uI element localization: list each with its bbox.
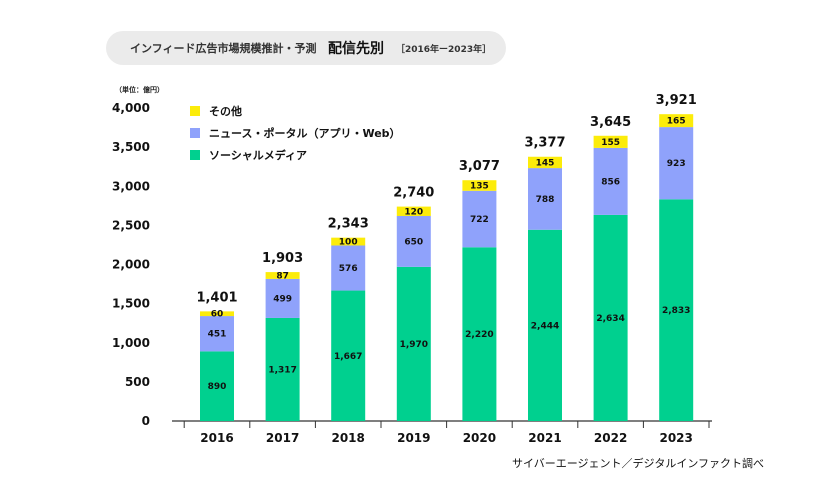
x-category-label: 2022: [594, 431, 627, 445]
legend-label-news: ニュース・ポータル（アプリ・Web）: [209, 126, 401, 140]
y-tick-label: 3,000: [112, 179, 150, 193]
bar-value-label: 155: [601, 138, 620, 148]
x-category-label: 2021: [528, 431, 561, 445]
bar-value-label: 923: [667, 159, 686, 169]
chart-subtitle: インフィード広告市場規模推計・予測: [130, 42, 317, 55]
bar-segment-social: [396, 266, 431, 421]
bar-segment-social: [331, 290, 366, 421]
bar-total-label: 2,343: [328, 217, 369, 232]
bar-value-label: 135: [470, 182, 489, 192]
bar-value-label: 722: [470, 215, 489, 225]
bar-segment-news: [593, 147, 628, 215]
bar-value-label: 499: [273, 294, 292, 304]
bar-segment-other: [331, 237, 366, 246]
x-category-label: 2019: [397, 431, 430, 445]
bar-segment-other: [200, 311, 234, 317]
bar-total-label: 2,740: [393, 186, 434, 201]
x-category-label: 2016: [200, 431, 233, 445]
legend-swatch-other: [190, 106, 200, 116]
bar-value-label: 576: [339, 264, 358, 274]
y-tick-label: 4,000: [112, 101, 150, 115]
bar-segment-news: [331, 245, 366, 291]
x-category-label: 2018: [331, 431, 364, 445]
bar-segment-social: [462, 247, 497, 421]
x-category-label: 2023: [659, 431, 692, 445]
bar-segment-other: [396, 206, 431, 216]
y-tick-label: 1,500: [112, 297, 150, 311]
legend-label-social: ソーシャルメディア: [209, 148, 307, 162]
bar-value-label: 1,970: [400, 340, 428, 350]
bar-value-label: 451: [208, 330, 227, 340]
bar-total-label: 3,645: [590, 115, 631, 130]
chart-year-range: ［2016年ー2023年］: [396, 44, 492, 55]
bar-total-label: 3,921: [656, 93, 697, 108]
chart-title: 配信先別: [328, 41, 384, 57]
legend-label-other: その他: [209, 104, 242, 118]
y-tick-label: 2,000: [112, 258, 150, 272]
legend-swatch-news: [190, 128, 200, 138]
bar-total-label: 1,903: [262, 251, 303, 266]
bar-value-label: 100: [339, 238, 358, 248]
bar-segment-news: [462, 190, 497, 248]
x-category-label: 2020: [463, 431, 496, 445]
bar-segment-news: [200, 316, 234, 352]
bar-segment-social: [528, 229, 562, 421]
bar-segment-news: [396, 215, 431, 267]
y-tick-label: 500: [125, 375, 150, 389]
x-category-label: 2017: [266, 431, 299, 445]
bar-segment-other: [265, 272, 300, 279]
bar-total-label: 3,377: [524, 136, 565, 151]
bar-segment-other: [462, 180, 497, 191]
legend-swatch-social: [190, 150, 200, 160]
bar-segment-social: [593, 214, 628, 421]
bar-value-label: 650: [404, 237, 423, 247]
bar-value-label: 1,667: [334, 352, 362, 362]
bar-segment-social: [200, 351, 234, 421]
bar-value-label: 165: [667, 117, 686, 127]
y-tick-label: 2,500: [112, 218, 150, 232]
bar-value-label: 788: [536, 195, 555, 205]
source-note: サイバーエージェント／デジタルインファクト調べ: [511, 457, 764, 470]
bar-value-label: 2,444: [531, 321, 559, 331]
bar-segment-other: [593, 135, 628, 148]
bar-value-label: 2,833: [662, 306, 690, 316]
unit-label: （単位：億円）: [115, 86, 164, 94]
bar-value-label: 2,220: [465, 330, 493, 340]
y-tick-label: 1,000: [112, 336, 150, 350]
bar-value-label: 1,317: [268, 365, 296, 375]
bar-segment-news: [265, 278, 300, 318]
bar-total-label: 1,401: [196, 290, 237, 305]
bar-segment-news: [659, 127, 694, 200]
bar-value-label: 890: [208, 382, 227, 392]
bar-value-label: 145: [536, 158, 555, 168]
y-tick-label: 3,500: [112, 140, 150, 154]
bar-value-label: 120: [404, 207, 423, 217]
bar-value-label: 87: [276, 271, 289, 281]
bar-value-label: 856: [601, 177, 620, 187]
bar-segment-other: [528, 156, 562, 169]
bar-total-label: 3,077: [459, 159, 500, 174]
bar-segment-social: [659, 199, 694, 421]
y-tick-label: 0: [142, 414, 150, 428]
bar-segment-other: [659, 114, 694, 128]
bar-value-label: 2,634: [596, 314, 624, 324]
bar-value-label: 60: [211, 310, 224, 320]
bar-segment-news: [528, 168, 562, 230]
bar-segment-social: [265, 317, 300, 421]
chart-title-banner: インフィード広告市場規模推計・予測 配信先別 ［2016年ー2023年］: [106, 31, 506, 65]
